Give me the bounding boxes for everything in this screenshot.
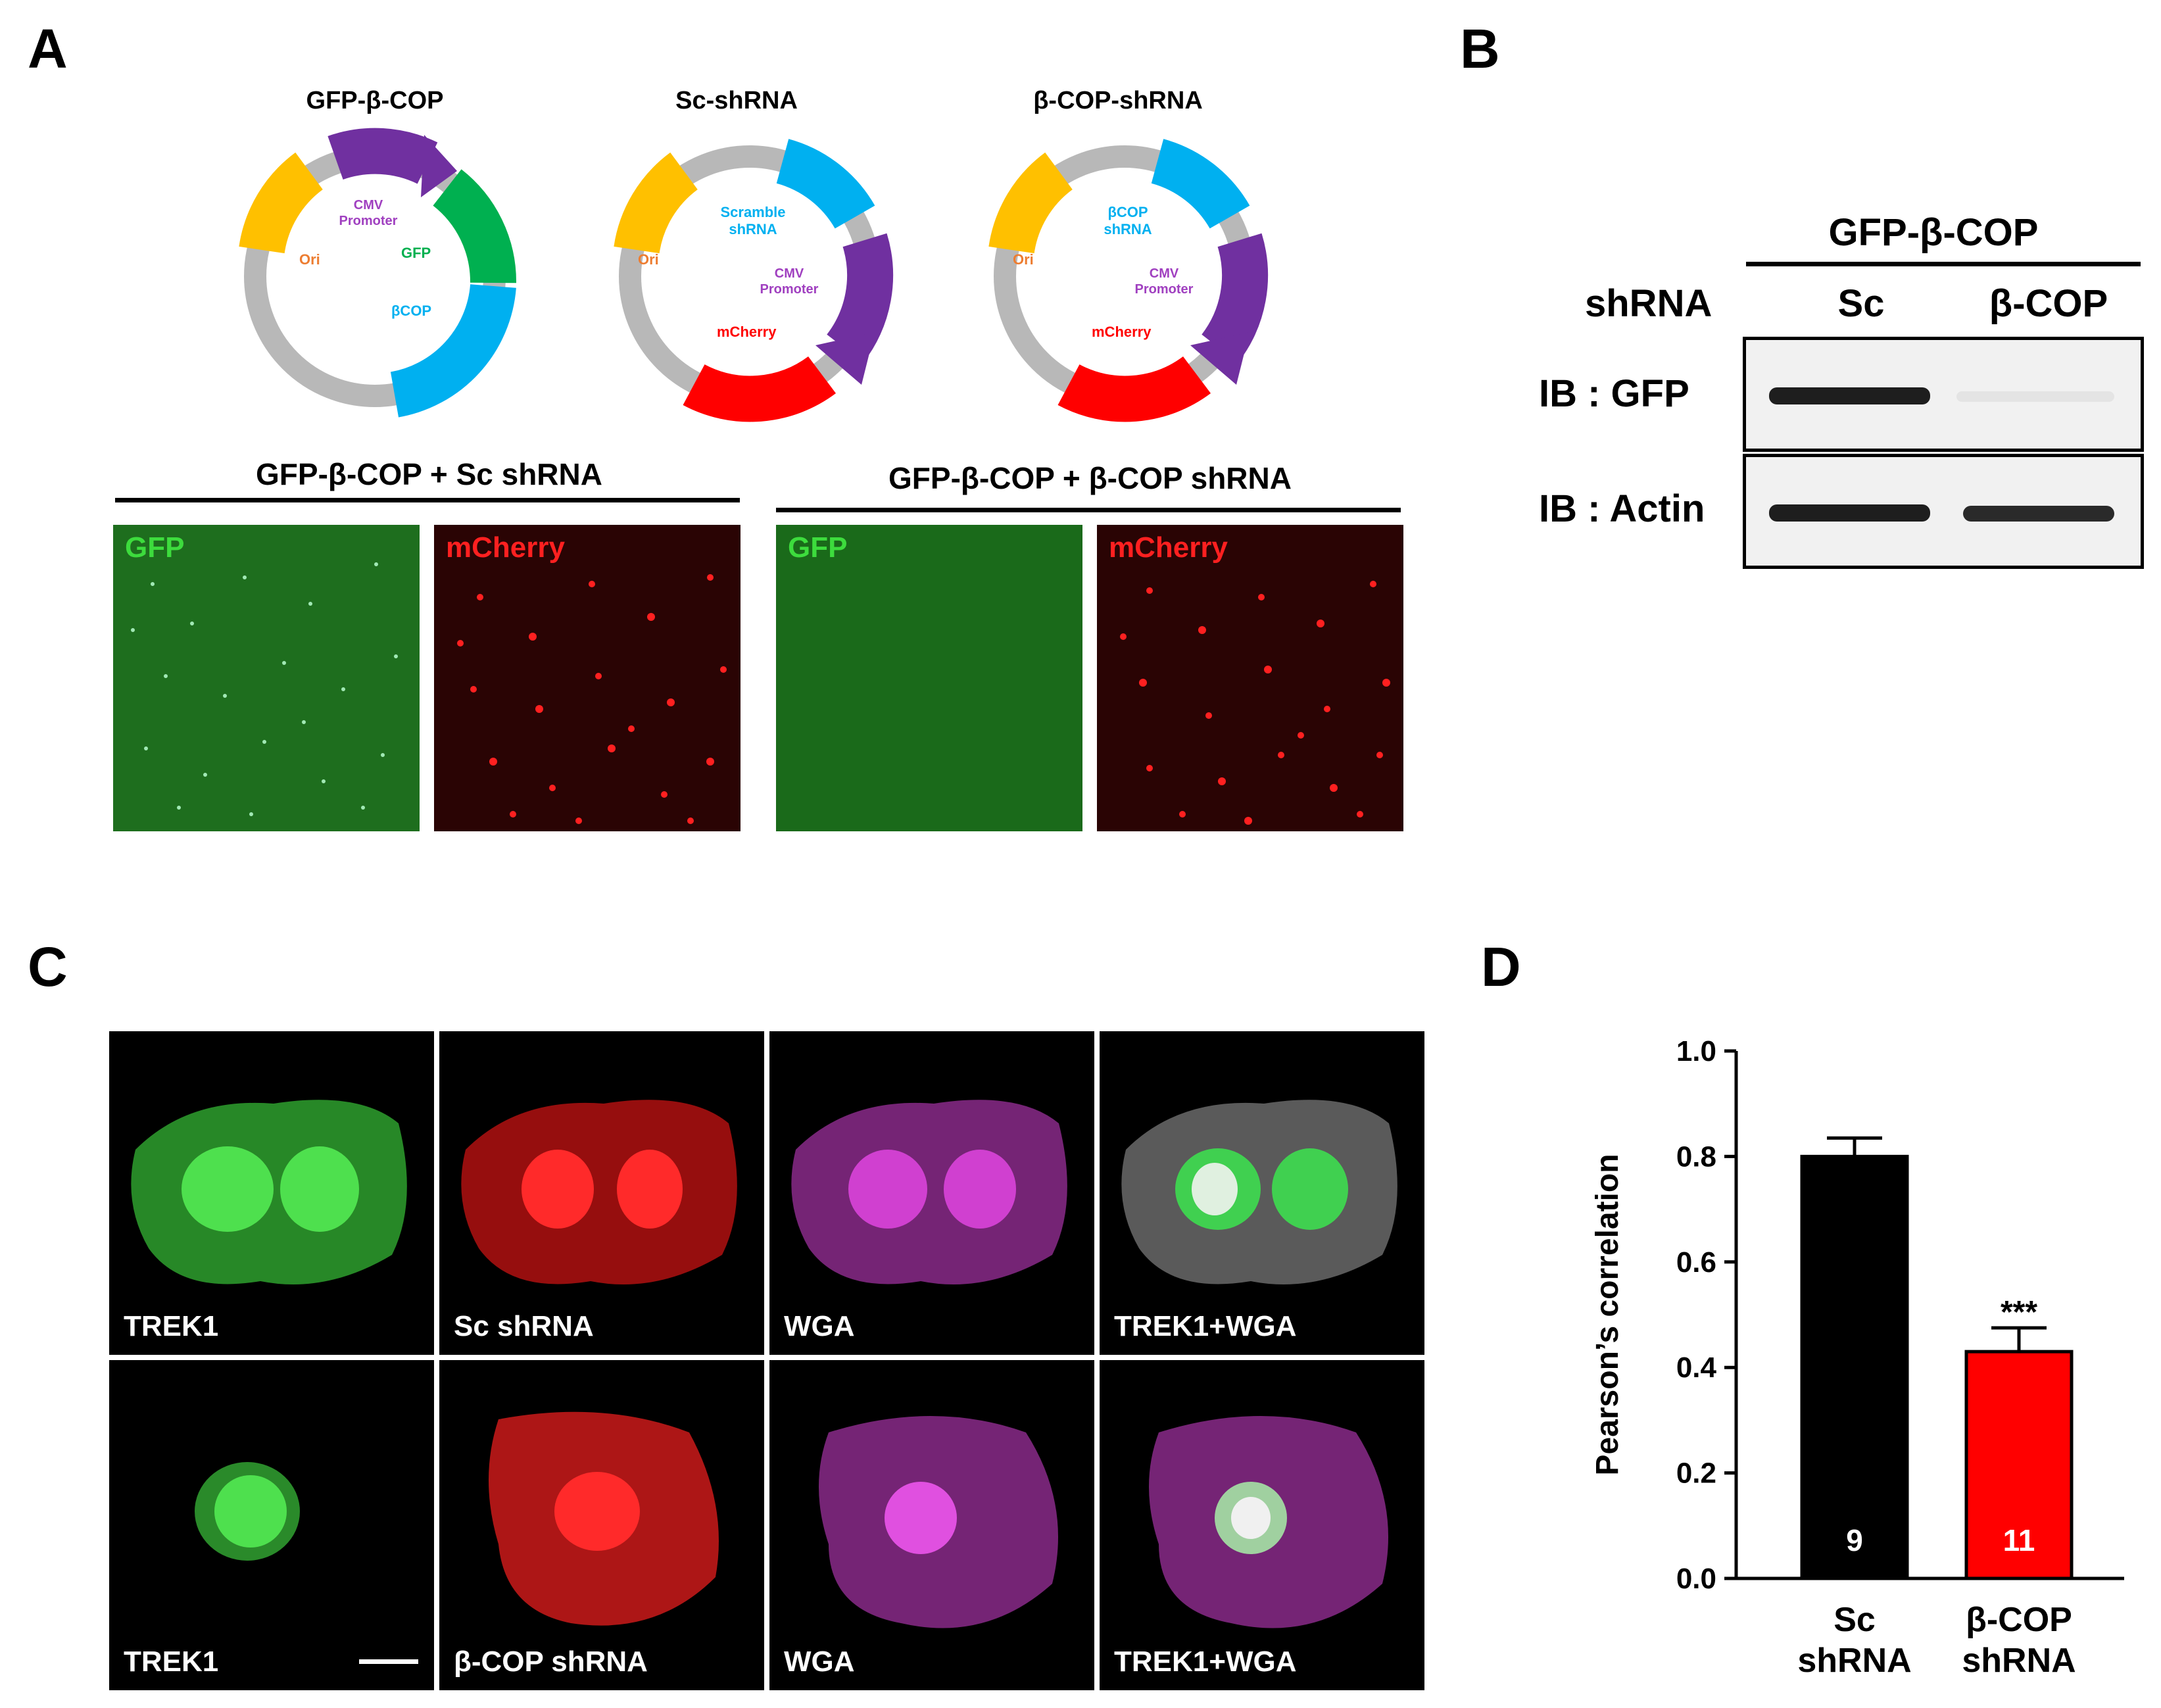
bar-1: [1800, 1154, 1909, 1580]
x-category-label-2: shRNA: [1962, 1642, 2076, 1680]
n-label-2: 11: [2003, 1523, 2035, 1557]
svg-text:mCherry: mCherry: [1092, 324, 1152, 340]
bar-2: [1964, 1350, 2074, 1580]
band-actin-bcop: [1963, 506, 2114, 522]
plasmid-map-gfp-bcop: Ori CMV Promoter GFP βCOP: [239, 128, 517, 418]
band-actin-sc: [1769, 504, 1930, 522]
svg-text:mCherry: mCherry: [717, 324, 777, 340]
x-category-label-1: Sc: [1833, 1601, 1876, 1639]
lane-label-sc: Sc: [1837, 282, 1885, 325]
svg-text:CMV: CMV: [354, 198, 383, 212]
gfp-image-bcop: GFP: [776, 525, 1082, 831]
plasmid-title-gfp-bcop: GFP-β-COP: [306, 87, 444, 114]
group-label-sc: GFP-β-COP + Sc shRNA: [256, 457, 602, 491]
gfp-image-sc: GFP: [113, 525, 420, 831]
significance-label: ***: [2001, 1295, 2037, 1330]
group-label-bcop: GFP-β-COP + β-COP shRNA: [888, 461, 1292, 495]
svg-text:Promoter: Promoter: [760, 282, 819, 297]
cell-label-r1c2: Sc shRNA: [454, 1310, 594, 1342]
band-gfp-sc: [1769, 387, 1930, 404]
panel-label-d: D: [1481, 936, 1521, 998]
x-category-label-1: shRNA: [1797, 1642, 1911, 1680]
gfp-label-sc: GFP: [125, 531, 185, 564]
cell-label-r2c3: WGA: [784, 1646, 855, 1678]
ib-gfp-label: IB : GFP: [1539, 372, 1689, 415]
y-tick-label: 0.6: [1676, 1246, 1716, 1279]
svg-text:CMV: CMV: [775, 266, 804, 281]
scale-bar: [359, 1659, 418, 1664]
panel-label-c: C: [28, 936, 68, 998]
cell-label-r2c2: β-COP shRNA: [454, 1646, 648, 1678]
y-tick-label: 0.2: [1676, 1457, 1716, 1490]
group-bar-bcop: [776, 508, 1401, 512]
group-bar-sc: [115, 498, 740, 502]
band-gfp-bcop: [1956, 391, 2114, 402]
svg-text:shRNA: shRNA: [729, 221, 777, 237]
mcherry-label-bcop: mCherry: [1109, 531, 1228, 564]
mcherry-image-sc: mCherry: [434, 525, 741, 831]
cell-image-bcop-shrna: β-COP shRNA: [439, 1360, 764, 1690]
n-label-1: 9: [1846, 1523, 1863, 1557]
bcop-segment: [390, 283, 516, 418]
cell-label-r2c4: TREK1+WGA: [1114, 1646, 1297, 1678]
blot-header: GFP-β-COP: [1828, 211, 2039, 254]
y-tick-label: 0.4: [1676, 1352, 1717, 1384]
cell-label-r1c1: TREK1: [124, 1310, 219, 1342]
svg-text:βCOP: βCOP: [391, 303, 431, 319]
svg-text:Scramble: Scramble: [720, 204, 785, 220]
cell-image-merge-bcop: TREK1+WGA: [1100, 1360, 1424, 1690]
y-tick-label: 0.8: [1676, 1140, 1716, 1173]
shrna-label: shRNA: [1585, 282, 1712, 325]
mcherry-label-sc: mCherry: [446, 531, 565, 564]
y-axis-label: Pearson’s correlation: [1590, 1154, 1625, 1475]
blot-header-bar: [1746, 262, 2141, 266]
ori-label: Ori: [299, 251, 320, 268]
gfp-label-bcop: GFP: [788, 531, 848, 564]
ori-segment: [239, 152, 324, 255]
cell-image-wga-sc: WGA: [769, 1031, 1094, 1355]
plasmid-map-bcop-shrna: Ori βCOP shRNA CMV Promoter mCherry: [988, 139, 1269, 422]
svg-text:βCOP: βCOP: [1107, 204, 1148, 220]
svg-text:Promoter: Promoter: [1135, 282, 1194, 297]
cell-label-r1c3: WGA: [784, 1310, 855, 1342]
panel-label-a: A: [28, 18, 68, 80]
mcherry-image-bcop: mCherry: [1097, 525, 1403, 831]
plasmid-title-bcop-shrna: β-COP-shRNA: [1033, 87, 1203, 114]
svg-text:shRNA: shRNA: [1104, 221, 1152, 237]
cell-label-r2c1: TREK1: [124, 1646, 219, 1678]
blot-actin: [1743, 454, 2144, 569]
gfp-segment: [432, 169, 517, 283]
cell-image-sc-shrna: Sc shRNA: [439, 1031, 764, 1355]
cell-label-r1c4: TREK1+WGA: [1114, 1310, 1297, 1342]
blot-gfp: [1743, 337, 2144, 452]
plasmid-map-sc-shrna: Ori Scramble shRNA CMV Promoter mCherry: [614, 139, 894, 422]
svg-text:Promoter: Promoter: [339, 214, 398, 228]
cell-image-trek1-bcop: TREK1: [109, 1360, 434, 1690]
svg-text:CMV: CMV: [1150, 266, 1179, 281]
y-tick-label: 1.0: [1676, 1035, 1716, 1067]
cmv-promoter-segment: [328, 128, 438, 184]
svg-text:Ori: Ori: [638, 251, 659, 268]
svg-text:Ori: Ori: [1013, 251, 1034, 268]
y-tick-label: 0.0: [1676, 1563, 1716, 1595]
cell-image-wga-bcop: WGA: [769, 1360, 1094, 1690]
cell-image-merge-sc: TREK1+WGA: [1100, 1031, 1424, 1355]
svg-text:GFP: GFP: [401, 245, 431, 261]
ib-actin-label: IB : Actin: [1539, 487, 1705, 530]
cell-image-trek1-sc: TREK1: [109, 1031, 434, 1355]
x-category-label-2: β-COP: [1966, 1601, 2072, 1639]
lane-label-bcop: β-COP: [1989, 282, 2108, 325]
plasmid-title-sc-shrna: Sc-shRNA: [675, 87, 798, 114]
panel-label-b: B: [1460, 18, 1500, 80]
